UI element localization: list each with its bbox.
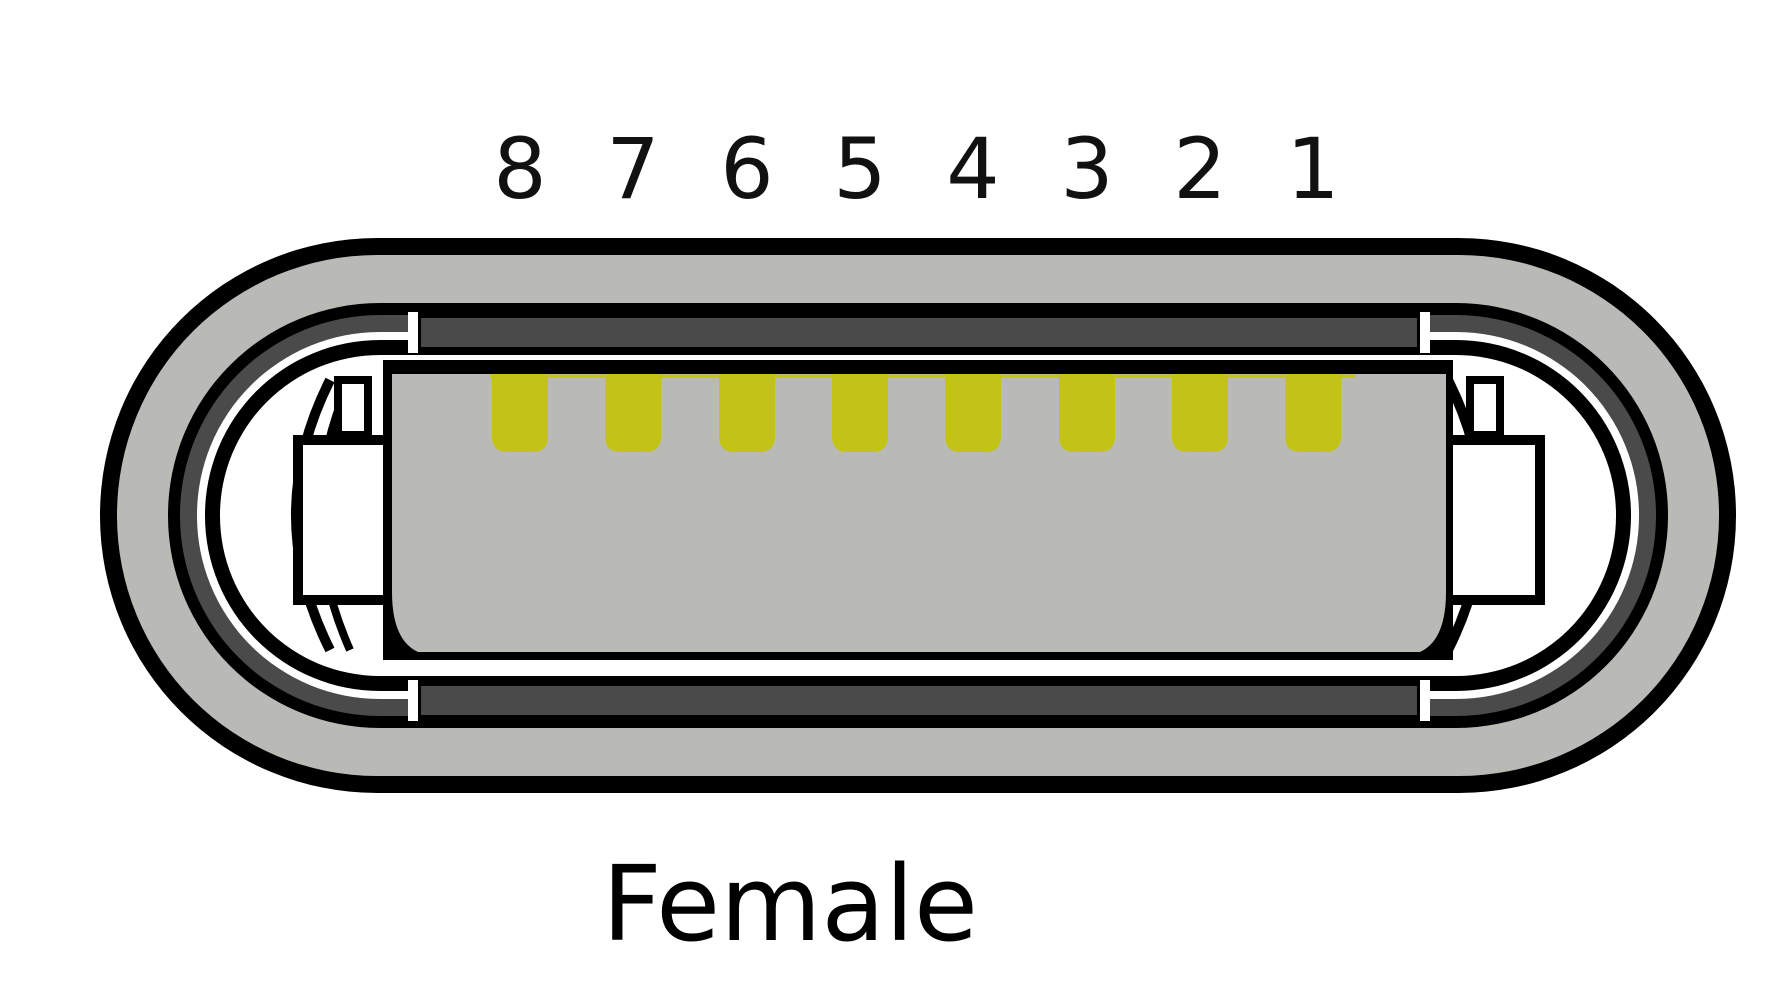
bottom-rail [415, 680, 1423, 721]
contact-pins [492, 374, 1341, 452]
pin-label-7: 7 [606, 120, 659, 218]
contact-pin-2 [1172, 374, 1228, 452]
right-latch [1424, 376, 1545, 653]
connector-caption: Female [602, 843, 978, 965]
contact-pin-6 [719, 374, 775, 452]
left-latch-slot [334, 376, 372, 439]
right-latch-block [1437, 435, 1545, 605]
contact-pin-8 [492, 374, 548, 452]
contact-pin-1 [1285, 374, 1341, 452]
contact-pin-4 [945, 374, 1001, 452]
pin-number-labels: 8 7 6 5 4 3 2 1 [493, 120, 1339, 218]
contact-pin-5 [832, 374, 888, 452]
pin-label-4: 4 [946, 120, 999, 218]
top-rail [415, 312, 1423, 353]
left-latch-block [293, 435, 401, 605]
top-rail-gap-right [1420, 312, 1430, 353]
pin-label-1: 1 [1286, 120, 1339, 218]
pin-label-8: 8 [493, 120, 546, 218]
left-latch [291, 376, 401, 653]
pin-label-5: 5 [833, 120, 886, 218]
connector-rails [408, 312, 1430, 721]
right-latch-slot [1466, 376, 1504, 439]
pin-label-6: 6 [720, 120, 773, 218]
contact-pin-7 [605, 374, 661, 452]
bottom-rail-gap-left [408, 680, 418, 721]
pin-label-2: 2 [1173, 120, 1226, 218]
contact-pin-3 [1059, 374, 1115, 452]
top-rail-gap-left [408, 312, 418, 353]
bottom-rail-gap-right [1420, 680, 1430, 721]
pin-label-3: 3 [1060, 120, 1113, 218]
